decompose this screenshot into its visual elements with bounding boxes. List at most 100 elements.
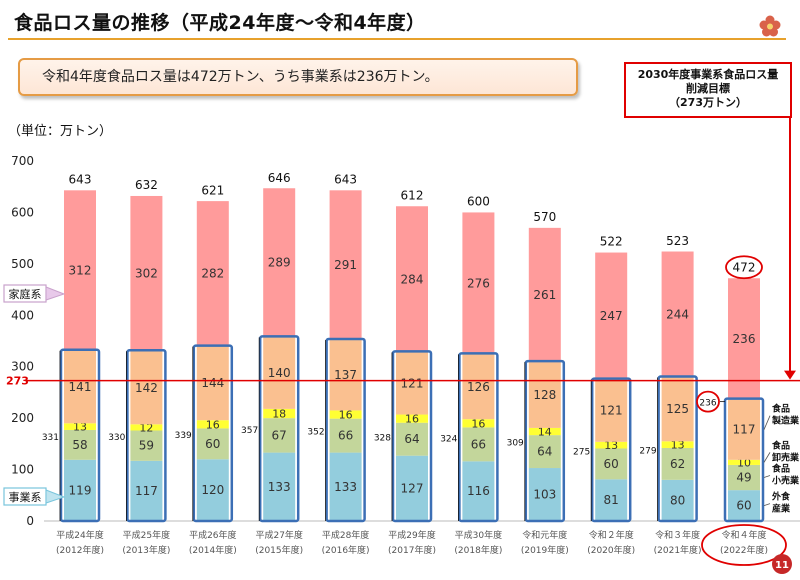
- business-total-label: 357: [241, 426, 258, 436]
- x-tick-sublabel: (2014年度): [189, 544, 237, 556]
- data-label-restaurant: 60: [736, 499, 751, 513]
- x-tick-label: 令和元年度: [522, 529, 567, 541]
- data-label-restaurant: 81: [604, 493, 619, 507]
- data-label-household: 276: [467, 276, 490, 290]
- x-tick-label: 平成26年度: [189, 529, 236, 541]
- business-outline: [126, 349, 167, 523]
- data-label-household: 261: [533, 288, 556, 302]
- data-label-wholesale: 16: [471, 417, 485, 430]
- x-label-highlight: [701, 524, 787, 566]
- business-outline: [59, 348, 101, 523]
- bar-segment-restaurant: [528, 468, 561, 521]
- bar-segment-retail: [329, 418, 362, 453]
- reduction-target-box: 2030年度事業系食品ロス量 削減目標 （273万トン）: [624, 62, 792, 118]
- bar-segment-retail: [728, 464, 760, 491]
- x-tick-label: 平成25年度: [123, 529, 170, 541]
- data-label-manufacturing: 126: [467, 380, 490, 394]
- data-label-retail: 62: [670, 457, 685, 471]
- breakdown-label: 産業: [772, 503, 791, 515]
- total-label: 646: [268, 171, 291, 185]
- breakdown-label: 食品: [771, 463, 790, 475]
- bar-segment-wholesale: [263, 408, 296, 419]
- business-total-label: 275: [573, 447, 590, 457]
- data-label-manufacturing: 144: [201, 376, 224, 390]
- data-label-restaurant: 119: [69, 483, 92, 497]
- data-label-retail: 60: [205, 437, 220, 451]
- data-label-wholesale: 16: [405, 413, 419, 426]
- x-tick-sublabel: (2012年度): [56, 544, 104, 556]
- bar-segment-restaurant: [196, 459, 229, 521]
- data-label-wholesale: 18: [272, 408, 286, 421]
- title-underline: [8, 38, 786, 40]
- x-tick-sublabel: (2013年度): [122, 544, 170, 556]
- data-label-household: 289: [268, 256, 291, 270]
- data-label-household: 302: [135, 267, 158, 281]
- data-label-restaurant: 127: [401, 481, 424, 495]
- data-label-manufacturing: 137: [334, 368, 357, 382]
- data-label-retail: 60: [604, 457, 619, 471]
- data-label-retail: 49: [736, 471, 751, 485]
- bar-segment-restaurant: [329, 452, 362, 521]
- data-label-manufacturing: 117: [733, 423, 756, 437]
- flower-logo-icon: [759, 15, 781, 37]
- x-tick-sublabel: (2015年度): [255, 544, 303, 556]
- bar-segment-wholesale: [595, 441, 628, 449]
- bar-segment-restaurant: [462, 461, 495, 521]
- bar-segment-manufacturing: [263, 336, 296, 409]
- page-number-badge: [772, 554, 792, 574]
- x-tick-sublabel: (2019年度): [521, 544, 569, 556]
- data-label-manufacturing: 142: [135, 381, 158, 395]
- data-label-retail: 66: [471, 437, 486, 451]
- bar-segment-wholesale: [661, 441, 694, 448]
- business-total-highlight: [696, 390, 720, 413]
- bar-segment-manufacturing: [661, 377, 694, 442]
- total-label: 643: [334, 172, 357, 186]
- bar-segment-manufacturing: [595, 379, 628, 442]
- total-highlight: [725, 255, 763, 280]
- household-pointer-icon: [45, 286, 66, 301]
- data-label-manufacturing: 128: [533, 388, 556, 402]
- y-tick-label: 600: [11, 205, 34, 219]
- business-total-label: 352: [307, 427, 324, 437]
- x-tick-label: 平成28年度: [322, 529, 369, 541]
- data-label-retail: 58: [72, 438, 87, 452]
- x-tick-sublabel: (2018年度): [454, 544, 502, 556]
- data-label-household: 284: [401, 272, 424, 286]
- bar-segment-retail: [462, 427, 495, 462]
- business-total-label: 339: [175, 431, 192, 441]
- data-label-restaurant: 120: [201, 483, 224, 497]
- bar-segment-manufacturing: [528, 362, 561, 428]
- data-label-wholesale: 13: [604, 439, 618, 452]
- business-outline: [258, 335, 300, 523]
- bar-segment-wholesale: [329, 410, 362, 419]
- bar-segment-manufacturing: [329, 339, 362, 411]
- data-label-household: 236: [733, 332, 756, 346]
- bar-segment-household: [329, 190, 362, 340]
- data-label-restaurant: 80: [670, 493, 685, 507]
- bar-segment-manufacturing: [196, 346, 229, 421]
- data-label-wholesale: 16: [206, 418, 220, 431]
- breakdown-leader: [763, 452, 771, 463]
- page-number: 11: [775, 560, 789, 571]
- data-label-wholesale: 12: [139, 421, 153, 434]
- bar-segment-retail: [528, 435, 561, 469]
- bar-segment-restaurant: [130, 460, 163, 521]
- bar-segment-household: [64, 190, 96, 351]
- data-label-household: 282: [201, 267, 224, 281]
- y-tick-label: 0: [26, 514, 34, 528]
- breakdown-label: 食品: [771, 403, 790, 415]
- business-total-label: 309: [507, 439, 524, 449]
- page-title: 食品ロス量の推移（平成24年度～令和4年度）: [14, 12, 426, 34]
- bar-segment-wholesale: [728, 459, 760, 465]
- unit-label: （単位：万トン）: [8, 124, 113, 139]
- business-total-label: 330: [108, 433, 125, 443]
- bar-segment-wholesale: [396, 414, 428, 423]
- bar-segment-retail: [595, 448, 628, 480]
- business-outline: [657, 375, 698, 523]
- x-tick-label: 平成27年度: [255, 529, 302, 541]
- total-label: 472: [733, 260, 756, 274]
- bar-segment-household: [595, 252, 628, 380]
- bar-segment-household: [462, 212, 495, 355]
- x-tick-sublabel: (2016年度): [322, 544, 370, 556]
